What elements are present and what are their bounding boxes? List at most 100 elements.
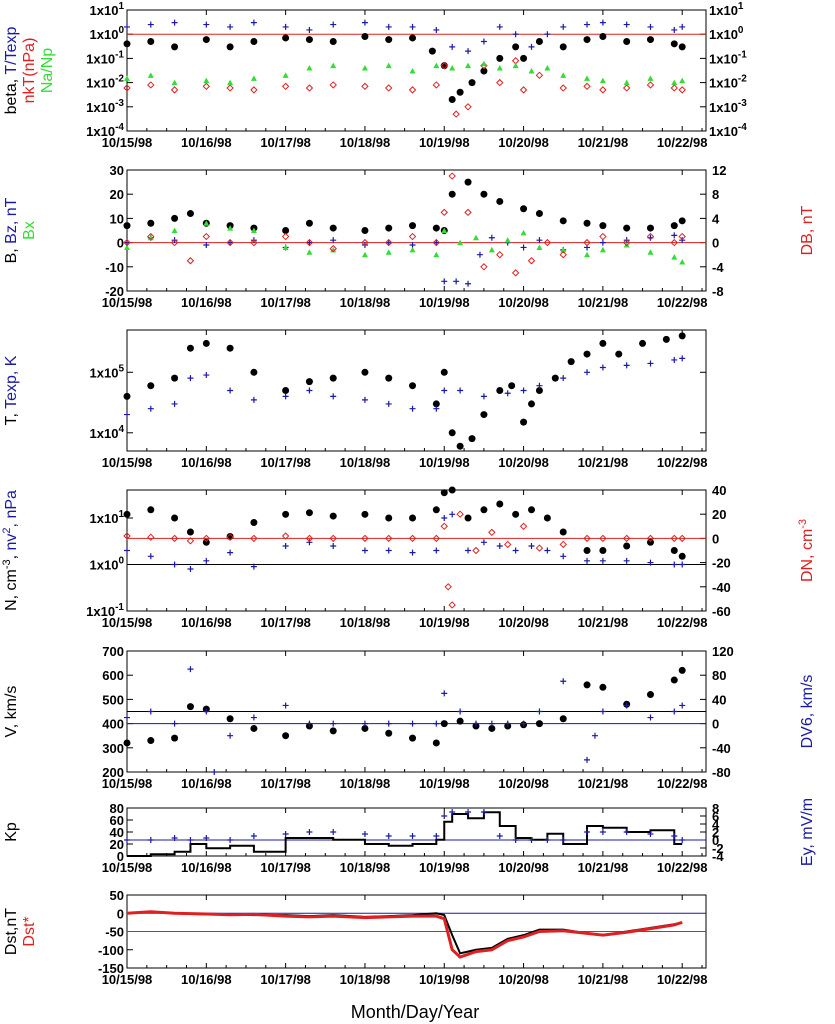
point-T/Texp	[480, 38, 487, 45]
point-Ey	[361, 831, 368, 837]
point-V	[583, 681, 591, 689]
point-nkT	[432, 81, 441, 89]
point-T	[456, 442, 464, 450]
y2-tick-label: 0	[712, 236, 719, 251]
y2-tick-label: 40	[712, 692, 726, 707]
point-T/Texp	[171, 19, 178, 26]
point-DV6	[385, 720, 392, 727]
point-T/Texp	[409, 23, 416, 30]
point-nkT	[305, 84, 314, 92]
point-DN	[559, 540, 567, 549]
point-Bz	[453, 278, 460, 285]
line-Dst	[126, 911, 683, 955]
point-B	[464, 178, 472, 186]
x-tick-label: 10/15/98	[102, 776, 153, 791]
point-T/Texp	[599, 19, 606, 26]
panel-4-frame	[126, 489, 707, 612]
y2-tick-label: 4	[712, 211, 720, 226]
series-Na/Np	[124, 60, 686, 86]
point-beta	[535, 37, 543, 45]
point-DN	[170, 534, 179, 543]
point-DB	[361, 238, 369, 247]
point-nkT	[329, 81, 337, 89]
point-Bx	[679, 258, 686, 265]
y2-tick-label: 0	[712, 717, 719, 732]
point-T	[329, 374, 337, 382]
y2-tick-label: 4	[712, 817, 720, 832]
point-beta	[202, 36, 210, 44]
point-Bx	[520, 229, 527, 236]
y2-tick-label: 8	[712, 187, 719, 202]
x-tick-label: 10/16/98	[181, 860, 232, 875]
point-Bx	[472, 234, 479, 241]
point-beta	[282, 34, 290, 42]
point-Ey	[480, 809, 487, 815]
point-nv2	[282, 542, 289, 549]
point-beta	[670, 40, 678, 48]
point-Bz	[671, 232, 678, 239]
point-nv2	[512, 547, 519, 554]
point-nv2	[409, 549, 416, 556]
point-Texp	[306, 387, 313, 394]
x-tick-label: 10/19/98	[419, 135, 470, 150]
point-Na/Np	[528, 68, 535, 74]
point-B	[678, 217, 686, 225]
point-nv2	[361, 547, 368, 554]
point-Texp	[250, 396, 257, 403]
point-DB	[408, 232, 417, 241]
y2-tick-label: -20	[712, 556, 731, 571]
point-Texp	[203, 372, 210, 379]
point-T	[496, 387, 504, 394]
y-tick-label: 1x10-1	[86, 602, 124, 619]
point-nkT	[599, 86, 607, 94]
point-nkT	[170, 86, 179, 94]
x-tick-label: 10/16/98	[181, 455, 232, 470]
y-tick-label: 1x105	[90, 363, 125, 380]
point-nkT	[281, 82, 290, 91]
point-Ey	[544, 837, 551, 843]
point-DN	[385, 534, 393, 543]
point-V	[282, 732, 290, 740]
point-Na/Np	[124, 75, 130, 81]
point-N	[440, 489, 448, 497]
series-Ey	[124, 809, 686, 843]
point-Bz	[536, 237, 543, 244]
point-nv2	[449, 511, 456, 518]
point-T	[508, 382, 516, 390]
point-T/Texp	[647, 23, 654, 30]
point-V	[226, 715, 234, 723]
point-T	[551, 374, 559, 382]
point-nkT	[147, 81, 155, 89]
panel-6-ylabel-right: Ey, mV/m	[799, 798, 816, 866]
point-Na/Np	[512, 62, 519, 69]
point-DV6	[472, 720, 479, 727]
point-DN	[440, 522, 448, 531]
panel-5-ylabel-right: DV6, km/s	[799, 675, 816, 749]
panel-3-ylabel-left: T, Texp, K	[3, 355, 20, 425]
point-DV6	[591, 732, 598, 739]
point-nv2	[528, 542, 535, 549]
point-T	[678, 332, 686, 340]
point-nkT	[226, 84, 234, 92]
point-Bx	[227, 225, 234, 231]
point-DV6	[409, 720, 416, 727]
point-T/Texp	[361, 19, 368, 26]
point-V	[559, 715, 567, 723]
point-nv2	[599, 557, 606, 564]
point-DN	[678, 534, 686, 543]
point-beta	[480, 67, 488, 75]
point-T/Texp	[671, 26, 678, 33]
point-Bz	[433, 239, 440, 246]
y-tick-label: 20	[110, 187, 124, 202]
point-beta	[226, 43, 234, 51]
y-tick-label: 60	[110, 813, 124, 828]
point-V	[456, 717, 464, 725]
point-DB	[448, 172, 456, 180]
point-DV6	[211, 769, 218, 775]
point-Texp	[282, 393, 289, 400]
point-nkT	[678, 86, 686, 94]
point-beta	[361, 33, 369, 41]
point-T/Texp	[560, 23, 567, 30]
point-N	[250, 519, 258, 527]
series-V	[123, 666, 686, 747]
